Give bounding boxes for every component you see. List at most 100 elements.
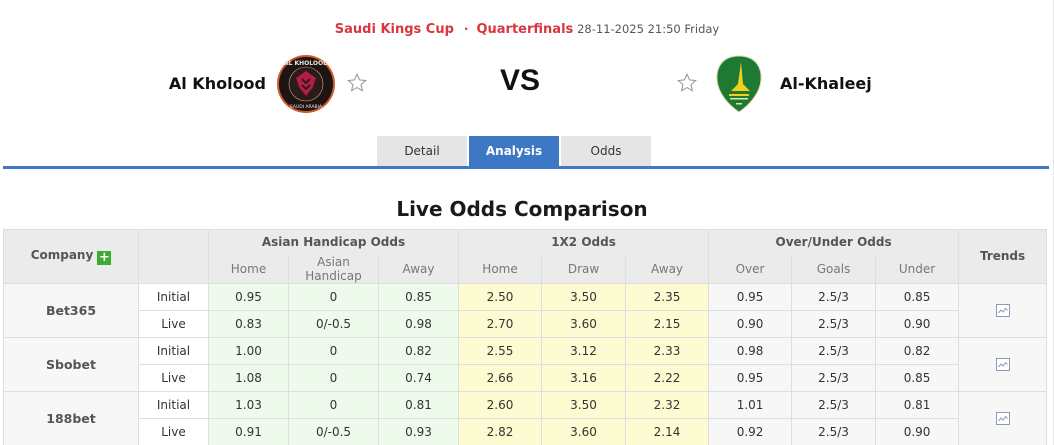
tab-odds[interactable]: Odds: [561, 136, 651, 166]
company-name[interactable]: 188bet: [3, 390, 139, 445]
row-type: Live: [138, 417, 209, 445]
ou-goals-line: 2.5/3: [791, 390, 877, 419]
add-company-plus-icon[interactable]: +: [97, 249, 112, 265]
x12-away-odds: 2.22: [625, 363, 710, 392]
table-row: Live 0.83 0/-0.5 0.98 2.70 3.60 2.15 0.9…: [4, 309, 1047, 338]
trends-header: Trends: [958, 229, 1048, 284]
table-row: 188bet Initial 1.03 0 0.81 2.60 3.50 2.3…: [3, 390, 1048, 445]
x12-draw-odds: 3.50: [541, 282, 627, 311]
ah-home-odds: 0.83: [208, 309, 289, 338]
asian-handicap-group-header: Asian Handicap Odds: [207, 229, 460, 255]
ou-under-odds: 0.85: [875, 363, 960, 392]
ou-under-odds: 0.81: [875, 390, 960, 419]
ou-goals-line: 2.5/3: [791, 363, 877, 392]
x12-draw-header: Draw: [541, 254, 627, 284]
match-tabs: Detail Analysis Odds: [377, 136, 653, 166]
trends-cell: [958, 282, 1048, 338]
ah-away-odds: 0.93: [377, 417, 460, 445]
x12-home-header: Home: [458, 254, 543, 284]
trends-cell: [958, 390, 1048, 445]
x12-group-header: 1X2 Odds: [458, 229, 710, 255]
company-name[interactable]: Bet365: [3, 282, 139, 338]
ou-goals-line: 2.5/3: [791, 417, 877, 445]
ou-over-odds: 1.01: [708, 390, 793, 419]
competition-name[interactable]: Saudi Kings Cup: [334, 22, 454, 37]
home-team-name[interactable]: Al Kholood: [168, 74, 266, 93]
away-team-logo[interactable]: [714, 54, 774, 114]
svg-text:AL KHOLOOD: AL KHOLOOD: [284, 60, 328, 67]
trends-cell: [958, 336, 1048, 392]
tab-detail[interactable]: Detail: [377, 136, 467, 166]
row-type: Initial: [138, 336, 209, 365]
row-type: Initial: [138, 282, 209, 311]
ah-home-odds: 0.95: [208, 282, 289, 311]
x12-draw-odds: 3.60: [541, 417, 627, 445]
ou-goals-line: 2.5/3: [791, 336, 877, 365]
al-kholood-crest-icon: AL KHOLOOD SAUDI ARABIA: [277, 55, 335, 113]
table-row: Live 0.91 0/-0.5 0.93 2.82 3.60 2.14 0.9…: [4, 417, 1047, 445]
trend-chart-icon[interactable]: [995, 304, 1010, 317]
ah-away-odds: 0.74: [377, 363, 460, 392]
tab-underline: [3, 166, 1049, 169]
ou-over-odds: 0.98: [708, 336, 793, 365]
ah-line: 0/-0.5: [288, 309, 379, 338]
competition-line: Saudi Kings Cup · Quarterfinals 28-11-2025…: [0, 22, 1054, 37]
x12-draw-odds: 3.12: [541, 336, 627, 365]
ah-home-odds: 0.91: [208, 417, 289, 445]
company-header: Company +: [3, 229, 139, 284]
x12-home-odds: 2.82: [458, 417, 543, 445]
x12-away-odds: 2.32: [625, 390, 710, 419]
tab-analysis[interactable]: Analysis: [469, 136, 559, 166]
x12-away-odds: 2.35: [625, 282, 710, 311]
ou-over-odds: 0.90: [708, 309, 793, 338]
match-header: Saudi Kings Cup · Quarterfinals 28-11-2025…: [0, 0, 1054, 169]
separator-dot: ·: [463, 22, 469, 36]
ou-over-odds: 0.92: [708, 417, 793, 445]
row-type: Initial: [138, 390, 209, 419]
ah-line: 0: [288, 363, 379, 392]
svg-text:SAUDI ARABIA: SAUDI ARABIA: [290, 104, 323, 110]
ah-line: 0/-0.5: [288, 417, 379, 445]
ou-goals-line: 2.5/3: [791, 282, 877, 311]
ah-line: 0: [288, 390, 379, 419]
ah-home-odds: 1.03: [208, 390, 289, 419]
trend-chart-icon[interactable]: [995, 412, 1010, 425]
x12-home-odds: 2.50: [458, 282, 543, 311]
ou-under-odds: 0.90: [875, 309, 960, 338]
ou-goals-line: 2.5/3: [791, 309, 877, 338]
over-under-group-header: Over/Under Odds: [708, 229, 960, 255]
x12-home-odds: 2.55: [458, 336, 543, 365]
x12-draw-odds: 3.60: [541, 309, 627, 338]
x12-home-odds: 2.66: [458, 363, 543, 392]
x12-draw-odds: 3.16: [541, 363, 627, 392]
x12-draw-odds: 3.50: [541, 390, 627, 419]
x12-away-header: Away: [625, 254, 710, 284]
favorite-star-icon-home[interactable]: [346, 72, 368, 94]
row-type: Live: [138, 363, 209, 392]
ah-home-header: Home: [208, 254, 289, 284]
x12-away-odds: 2.14: [625, 417, 710, 445]
table-row: Bet365 Initial 0.95 0 0.85 2.50 3.50 2.3…: [3, 282, 1048, 338]
round-name: Quarterfinals: [476, 22, 574, 37]
trend-chart-icon[interactable]: [995, 358, 1010, 371]
ou-under-odds: 0.85: [875, 282, 960, 311]
ah-away-odds: 0.98: [377, 309, 460, 338]
ou-under-odds: 0.90: [875, 417, 960, 445]
ou-over-odds: 0.95: [708, 282, 793, 311]
table-row: Sbobet Initial 1.00 0 0.82 2.55 3.12 2.3…: [3, 336, 1048, 392]
row-type-header: [138, 229, 209, 284]
row-type: Live: [138, 309, 209, 338]
section-title: Live Odds Comparison: [396, 197, 648, 221]
x12-home-odds: 2.60: [458, 390, 543, 419]
odds-comparison-table: Company + Asian Handicap Odds 1X2 Odds Ov…: [3, 229, 1048, 445]
company-name[interactable]: Sbobet: [3, 336, 139, 392]
ou-under-header: Under: [875, 254, 960, 284]
vs-label: VS: [500, 64, 541, 97]
home-team-logo[interactable]: AL KHOLOOD SAUDI ARABIA: [276, 54, 336, 114]
ah-home-odds: 1.00: [208, 336, 289, 365]
ah-handicap-header: Asian Handicap: [288, 254, 379, 284]
ah-away-odds: 0.82: [377, 336, 460, 365]
favorite-star-icon-away[interactable]: [676, 72, 698, 94]
away-team-name[interactable]: Al-Khaleej: [780, 74, 872, 93]
ah-away-odds: 0.81: [377, 390, 460, 419]
